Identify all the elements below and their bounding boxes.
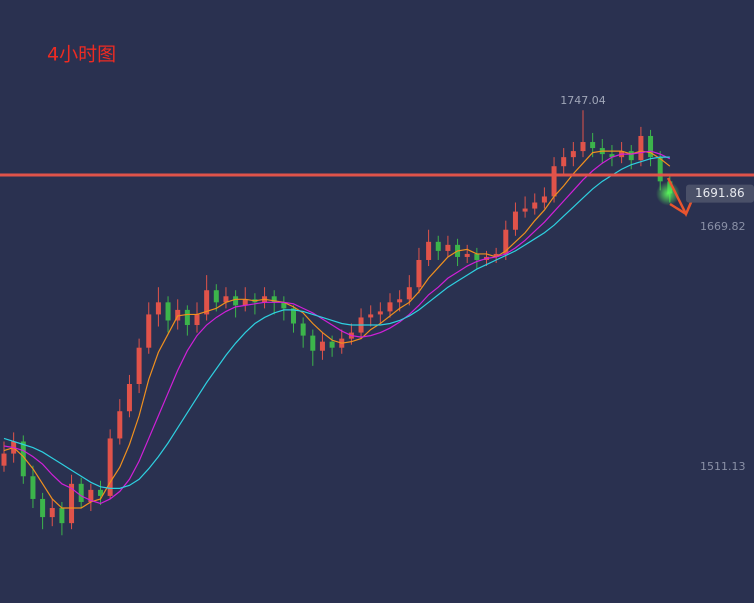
candle-body (397, 299, 403, 303)
candle-body (155, 302, 161, 315)
candle-body (107, 438, 113, 496)
last-price-box (686, 184, 754, 203)
candle-body (40, 498, 46, 518)
candle-body (638, 135, 644, 161)
candle-body (281, 302, 287, 309)
candle-body (368, 314, 374, 318)
candle-body (435, 241, 441, 251)
candle-body (49, 508, 55, 518)
candle-body (69, 483, 75, 524)
candle-body (204, 290, 210, 315)
candle-body (657, 157, 663, 182)
candle-body (59, 508, 65, 524)
candle-body (493, 253, 499, 257)
chart-title: 4小时图 (47, 44, 116, 66)
candle-body (329, 341, 335, 348)
candle-body (590, 142, 596, 149)
candle-body (648, 135, 654, 158)
candle-body (377, 311, 383, 315)
candle-body (551, 166, 557, 197)
ma-line (3, 150, 671, 505)
ma-line (3, 156, 670, 489)
candle-body (319, 341, 325, 351)
arrow-stem (669, 202, 687, 216)
candle-body (628, 151, 634, 161)
candle-body (503, 229, 509, 254)
candle-body (146, 314, 152, 348)
candle-body (387, 302, 393, 312)
last-price-label: 1691.86 (695, 186, 745, 200)
candle-body (1, 453, 7, 466)
high-label: 1747.04 (560, 94, 606, 107)
candle-body (291, 308, 296, 324)
candle-body (406, 287, 412, 300)
candle-body (223, 296, 229, 303)
candle-body (175, 309, 181, 321)
candle-body (98, 489, 103, 496)
candle-body (464, 253, 470, 257)
candle-body (136, 347, 142, 385)
candle-body (512, 211, 518, 230)
candle-body (426, 241, 432, 260)
candle-body (310, 335, 316, 351)
candle-body (416, 259, 422, 288)
candle-body (30, 476, 36, 499)
candle-body (561, 157, 567, 167)
candle-body (271, 296, 277, 303)
candle-body (242, 299, 248, 306)
candle-body (532, 202, 538, 209)
candle-body (300, 323, 306, 336)
candle-body (474, 253, 480, 260)
candle-body (522, 208, 528, 212)
candle-body (194, 314, 200, 326)
y-tick-label: 1669.82 (700, 220, 746, 233)
candle-body (541, 196, 547, 203)
y-tick-label: 1511.13 (700, 460, 746, 473)
candle-body (88, 489, 94, 502)
candle-body (165, 302, 171, 321)
candle-body (184, 309, 190, 326)
candle-body (609, 154, 615, 158)
candle-body (78, 483, 84, 502)
candle-body (580, 142, 586, 152)
candle-body (213, 290, 219, 303)
candle-body (126, 384, 132, 412)
candle-body (570, 151, 576, 158)
candle-body (233, 296, 239, 306)
candle-body (20, 441, 26, 477)
ma-line (3, 150, 671, 509)
candle-body (117, 411, 123, 439)
candle-body (445, 244, 451, 251)
